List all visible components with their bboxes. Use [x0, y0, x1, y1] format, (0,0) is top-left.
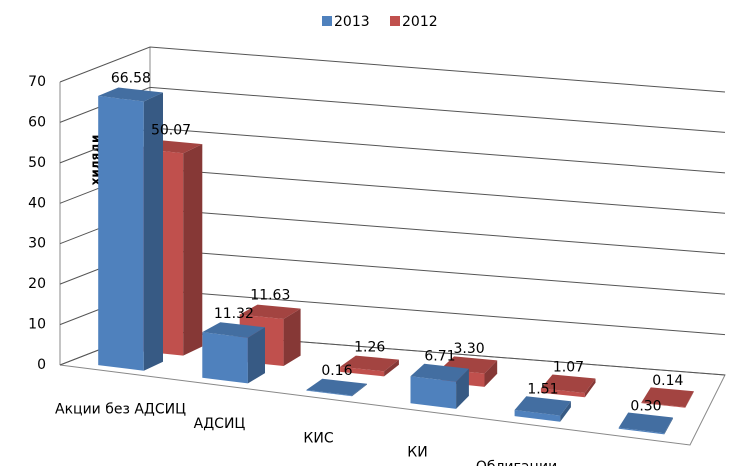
bar-side — [352, 383, 367, 397]
bar-top — [306, 378, 367, 396]
bar-top — [514, 396, 571, 416]
bar-side — [384, 359, 399, 377]
y-tick-label: 30 — [28, 236, 46, 252]
value-label: 0.16 — [321, 363, 352, 379]
x-tick-label: КИС — [303, 430, 333, 446]
value-label: 0.14 — [652, 373, 683, 389]
grid-line — [59, 86, 726, 133]
value-label: 66.58 — [111, 70, 151, 86]
bar-side — [247, 327, 265, 384]
bar-front — [306, 389, 352, 397]
bar-side — [484, 360, 498, 387]
bar-front — [98, 95, 144, 371]
bar-front — [540, 388, 585, 398]
y-tick-label: 70 — [28, 74, 46, 90]
value-label: 11.63 — [250, 288, 290, 304]
bar-side — [664, 417, 673, 435]
bar-front — [202, 332, 248, 384]
bar-top — [202, 322, 265, 338]
value-label: 1.51 — [527, 382, 558, 398]
x-tick-label: АДСИЦ — [194, 416, 246, 432]
y-tick-label: 40 — [28, 195, 46, 211]
bar-top — [618, 412, 673, 434]
bar-top — [239, 304, 301, 319]
bar-front — [340, 366, 385, 377]
bar-side — [584, 378, 596, 398]
bar-side — [143, 92, 163, 371]
bar-top — [641, 387, 694, 408]
value-label: 0.30 — [630, 399, 661, 415]
bar-front — [514, 410, 561, 422]
value-label: 3.30 — [453, 341, 484, 357]
bar-top — [410, 363, 469, 382]
bar-front — [641, 402, 686, 408]
y-tick-label: 0 — [37, 357, 46, 373]
x-tick-label: КИ — [407, 445, 427, 461]
bar-top — [340, 355, 399, 372]
legend-swatch — [322, 16, 332, 26]
legend-label: 2012 — [402, 14, 438, 30]
bar-front — [618, 427, 665, 435]
value-label: 1.26 — [354, 339, 385, 355]
bar-side — [560, 401, 571, 422]
x-tick-label: Акции без АДСИЦ — [55, 402, 186, 418]
y-tick-label: 10 — [28, 317, 46, 333]
x-tick-label: Облигации — [476, 459, 557, 466]
bar-side — [283, 308, 301, 366]
bar-side — [456, 368, 469, 409]
value-label: 1.07 — [553, 360, 584, 376]
y-tick-label: 20 — [28, 276, 46, 292]
bar-side — [183, 144, 203, 356]
legend-swatch — [390, 16, 400, 26]
grid-line — [59, 46, 726, 93]
bar-side — [685, 391, 694, 408]
y-tick-label: 60 — [28, 114, 46, 130]
value-label: 11.32 — [214, 306, 254, 322]
y-tick-label: 50 — [28, 155, 46, 171]
value-label: 6.71 — [424, 349, 455, 365]
bar-front — [410, 376, 457, 409]
value-label: 50.07 — [151, 123, 191, 139]
bar-top — [98, 87, 163, 102]
bar-top — [540, 374, 596, 393]
legend-label: 2013 — [334, 14, 370, 30]
